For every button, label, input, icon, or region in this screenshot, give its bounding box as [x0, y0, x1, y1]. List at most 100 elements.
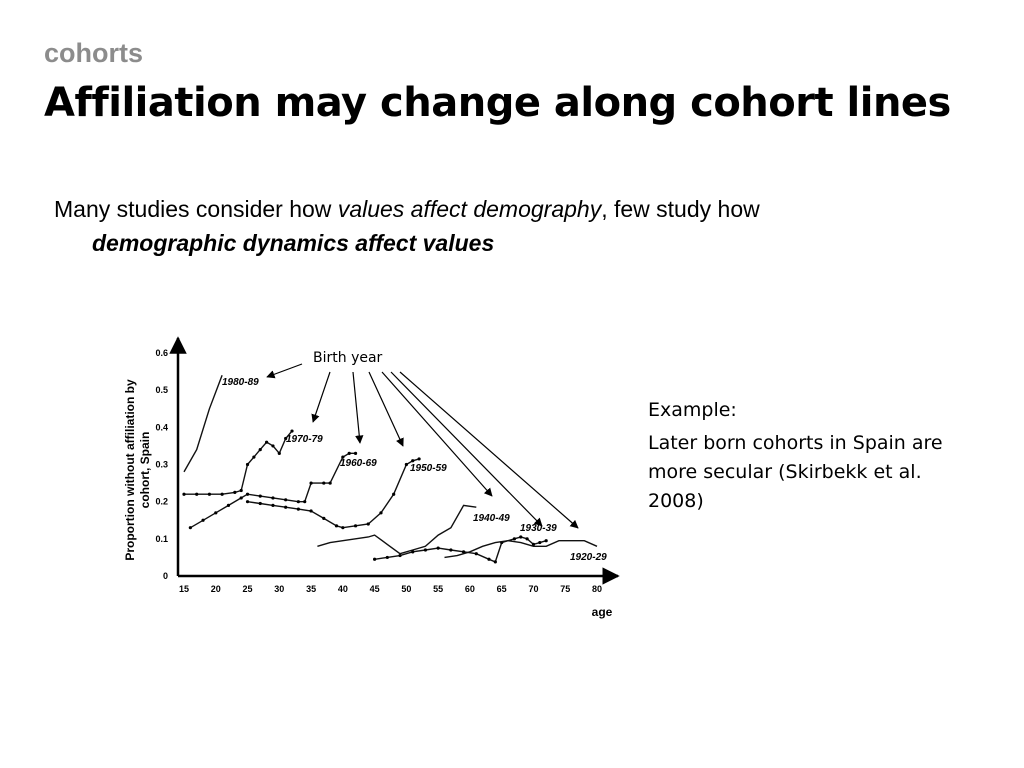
- series-point: [538, 540, 542, 545]
- series-point: [322, 481, 326, 485]
- series-label: 1950-59: [410, 463, 447, 474]
- series-1920-29-line: [444, 539, 598, 559]
- x-axis-title: age: [592, 605, 613, 619]
- series-point: [385, 555, 389, 560]
- series-point: [341, 526, 345, 530]
- series-point: [519, 535, 523, 539]
- birth-year-label: Birth year: [313, 350, 383, 366]
- series-1970-79-line: [184, 430, 293, 495]
- series-label: 1960-69: [340, 458, 377, 469]
- slide-kicker: cohorts: [44, 38, 144, 68]
- series-point: [245, 500, 250, 504]
- series-point: [182, 492, 186, 496]
- series-point: [284, 505, 288, 509]
- axes: 15 20 25 30 35 40 45 50 55 60 65 70 75 80 0 0.1 0.2 0.3 0.…: [123, 336, 620, 619]
- series-point: [258, 494, 262, 498]
- series-point: [423, 548, 428, 552]
- series-point: [341, 455, 345, 459]
- y-tick-label: 0.1: [155, 534, 168, 544]
- series-label: 1940-49: [473, 513, 510, 524]
- series-label: 1980-89: [222, 377, 259, 388]
- series-point: [373, 557, 377, 561]
- x-tick-label: 45: [370, 584, 380, 594]
- slide-body: Many studies consider how values affect …: [54, 192, 974, 260]
- x-tick-label: 40: [338, 584, 348, 594]
- series-point: [461, 550, 466, 554]
- series-label: 1930-39: [520, 523, 557, 534]
- series-point: [265, 440, 269, 444]
- series-1960-69-line: [190, 452, 356, 529]
- series-point: [284, 436, 288, 441]
- x-tick-label: 60: [465, 584, 475, 594]
- y-tick-label: 0.4: [155, 422, 168, 432]
- series-point: [271, 496, 275, 500]
- series-lines: [182, 375, 598, 564]
- series-point: [334, 524, 339, 528]
- side-example-label: Example:: [648, 399, 737, 421]
- series-point: [404, 462, 408, 467]
- series-point: [353, 524, 358, 528]
- series-point: [233, 490, 237, 494]
- x-tick-label: 80: [592, 584, 602, 594]
- series-point: [226, 503, 231, 507]
- series-point: [411, 459, 415, 463]
- series-point: [544, 539, 548, 543]
- x-tick-label: 25: [243, 584, 253, 594]
- series-label: 1920-29: [570, 552, 607, 563]
- x-tick-label: 15: [179, 584, 189, 594]
- series-point: [252, 455, 256, 459]
- series-point: [436, 546, 440, 550]
- series-point: [328, 481, 332, 485]
- birth-year-arrow: [311, 371, 331, 423]
- y-tick-label: 0.2: [155, 497, 168, 507]
- y-tick-label: 0.6: [155, 348, 168, 358]
- body-part-2: values affect demography: [337, 196, 602, 222]
- series-point: [258, 448, 262, 452]
- series-point: [303, 500, 307, 504]
- series-point: [296, 507, 300, 511]
- y-axis-title: Proportion without affiliation bycohort,…: [123, 379, 152, 561]
- x-tick-label: 20: [211, 584, 221, 594]
- series-point: [392, 492, 396, 496]
- series-point: [284, 498, 288, 502]
- series-point: [525, 537, 529, 541]
- series-point: [290, 429, 294, 433]
- series-point: [188, 526, 192, 530]
- series-1930-39-line: [374, 536, 547, 563]
- series-point: [220, 492, 224, 496]
- series-point: [239, 496, 243, 500]
- birth-year-arrow: [381, 371, 493, 497]
- series-point: [411, 550, 415, 554]
- series-point: [398, 553, 402, 558]
- series-point: [353, 451, 358, 455]
- cohort-chart: 15 20 25 30 35 40 45 50 55 60 65 70 75 80 0 0.1 0.2 0.3 0.…: [123, 336, 620, 619]
- body-part-3: , few study how: [601, 196, 760, 222]
- y-tick-label: 0.3: [155, 460, 168, 470]
- series-point: [449, 548, 453, 552]
- series-point: [214, 511, 218, 515]
- x-tick-label: 50: [401, 584, 411, 594]
- series-point: [531, 542, 536, 547]
- series-point: [245, 492, 250, 496]
- series-point: [512, 537, 516, 541]
- series-point: [207, 492, 212, 496]
- series-point: [296, 500, 300, 504]
- series-1950-59-line: [247, 458, 420, 529]
- series-point: [309, 481, 313, 485]
- series-1980-89-line: [183, 375, 223, 473]
- body-part-1: Many studies consider how: [54, 196, 338, 222]
- x-tick-label: 35: [306, 584, 316, 594]
- birth-year-arrow: [399, 371, 579, 529]
- series-point: [366, 522, 370, 526]
- series-point: [271, 444, 275, 448]
- birth-year-arrow: [266, 363, 303, 379]
- series-point: [493, 560, 497, 564]
- series-point: [258, 501, 262, 506]
- birth-year-arrow: [390, 371, 543, 527]
- x-tick-label: 65: [497, 584, 507, 594]
- series-point: [201, 518, 205, 522]
- series-point: [417, 457, 421, 461]
- x-tick-label: 30: [274, 584, 284, 594]
- series-point: [322, 516, 326, 520]
- series-point: [347, 451, 351, 455]
